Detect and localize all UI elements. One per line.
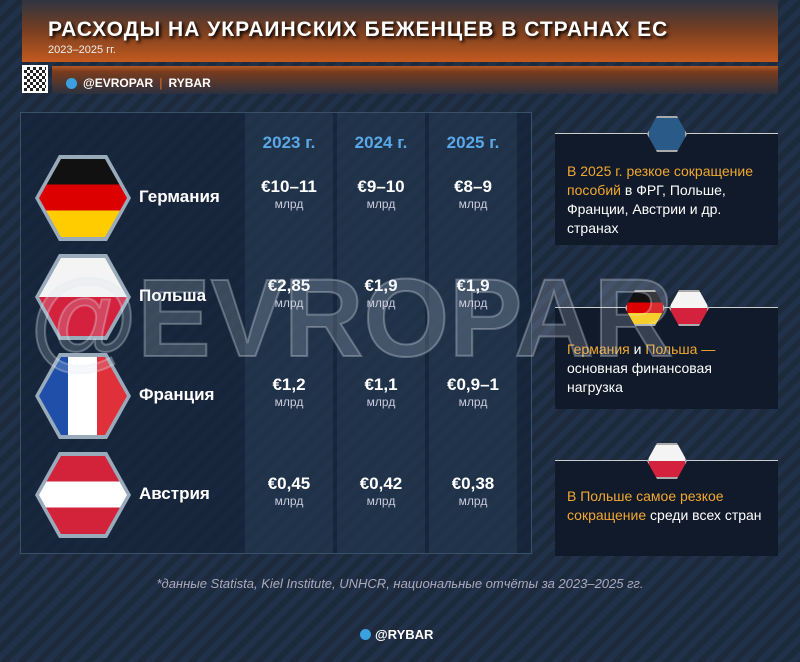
unit: млрд	[458, 197, 488, 211]
card-text: в ФРГ, Польше, Франции, Австрии и др. ст…	[567, 182, 726, 236]
year-header: 2023 г.	[262, 133, 316, 152]
telegram-icon	[360, 629, 371, 640]
unit: млрд	[274, 494, 304, 508]
card-highlight: Германия	[567, 341, 630, 357]
germany-flag-icon	[35, 155, 131, 241]
value: €0,38	[451, 474, 495, 493]
page-subtitle: 2023–2025 гг.	[48, 44, 116, 56]
value: €10–11	[261, 177, 317, 196]
page-title: РАСХОДЫ НА УКРАИНСКИХ БЕЖЕНЦЕВ В СТРАНАХ…	[48, 18, 669, 41]
col-band	[245, 113, 333, 553]
value: €1,9	[456, 276, 490, 295]
info-card-poland: В Польше самое резкое сокращение среди в…	[555, 443, 778, 556]
table-row: Германия €10–11 млрд €9–10 млрд €8–9 млрд	[21, 155, 533, 241]
year-header: 2025 г.	[446, 133, 500, 152]
value: €9–10	[357, 177, 405, 196]
card-highlight: В Польше самое резкое сокращение	[567, 488, 724, 523]
card-text: основная финансовая нагрузка	[567, 360, 712, 395]
col-band	[337, 113, 425, 553]
table-row: Польша €2,85 млрд €1,9 млрд €1,9 млрд	[21, 254, 533, 340]
value: €0,9–1	[447, 375, 499, 394]
money-icon	[647, 116, 687, 152]
value: €8–9	[454, 177, 492, 196]
unit: млрд	[366, 197, 396, 211]
channel-name: @EVROPAR	[83, 76, 154, 90]
card-highlight: В 2025 г. резкое сокращение пособий	[567, 163, 753, 198]
info-card-burden: Германия и Польша — основная финансовая …	[555, 290, 778, 409]
qr-code-icon	[22, 65, 48, 93]
poland-flag-icon	[35, 254, 131, 340]
value: €1,1	[364, 375, 398, 394]
table-row: Австрия €0,45 млрд €0,42 млрд €0,38 млрд	[21, 452, 533, 538]
france-flag-icon	[35, 353, 131, 439]
card-text: среди всех стран	[646, 507, 762, 523]
value: €1,2	[272, 375, 306, 394]
card-text: и	[629, 341, 646, 357]
germany-flag-icon	[625, 290, 665, 326]
card-highlight: Польша —	[645, 341, 716, 357]
brand-bar	[52, 66, 778, 94]
expenses-table: 2023 г. 2024 г. 2025 г. Германия €10–11 м…	[20, 112, 532, 554]
unit: млрд	[458, 296, 488, 310]
footer-channel: @RYBAR	[375, 627, 434, 642]
unit: млрд	[458, 494, 488, 508]
footer-brand: @RYBAR	[360, 627, 433, 642]
country-name: Германия	[139, 187, 220, 206]
value: €0,42	[359, 474, 403, 493]
value: €1,9	[364, 276, 398, 295]
unit: млрд	[458, 395, 488, 409]
country-name: Австрия	[139, 484, 210, 503]
country-name: Польша	[139, 286, 207, 305]
header-banner: РАСХОДЫ НА УКРАИНСКИХ БЕЖЕНЦЕВ В СТРАНАХ…	[22, 0, 778, 62]
col-band	[429, 113, 517, 553]
value: €0,45	[267, 474, 311, 493]
austria-flag-icon	[35, 452, 131, 538]
poland-flag-icon	[669, 290, 709, 326]
unit: млрд	[274, 395, 304, 409]
info-card-cuts: В 2025 г. резкое сокращение пособий в ФР…	[555, 116, 778, 245]
footnote: *данные Statista, Kiel Institute, UNHCR,…	[156, 576, 644, 591]
partner-name: RYBAR	[168, 76, 211, 90]
table-row: Франция €1,2 млрд €1,1 млрд €0,9–1 млрд	[21, 353, 533, 439]
country-name: Франция	[139, 385, 215, 404]
unit: млрд	[274, 197, 304, 211]
unit: млрд	[366, 395, 396, 409]
unit: млрд	[366, 296, 396, 310]
telegram-icon	[66, 77, 77, 89]
value: €2,85	[267, 276, 311, 295]
year-header: 2024 г.	[354, 133, 408, 152]
poland-flag-icon	[647, 443, 687, 479]
unit: млрд	[274, 296, 304, 310]
unit: млрд	[366, 494, 396, 508]
brand-line: @EVROPAR | RYBAR	[66, 76, 211, 90]
